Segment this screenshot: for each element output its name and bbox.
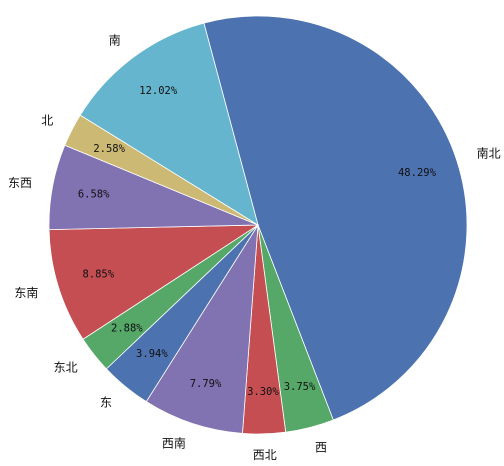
pie-pct-label-2: 3.30% [247,386,279,398]
pie-slice-6 [48,224,260,340]
pie-percentage-labels: 48.29% 3.75% 3.30% 7.79% 3.94% 2.88% 8.85% 6.58… [78,85,437,398]
pie-category-label-0: 南北 [477,146,501,161]
pie-category-label-5: 东北 [54,361,78,375]
pie-pct-label-8: 2.58% [93,143,125,155]
pie-pct-label-6: 8.85% [82,268,114,280]
pie-slice-9 [79,22,259,226]
pie-slices [48,15,468,435]
pie-pct-label-5: 2.88% [111,323,143,335]
pie-pct-label-4: 3.94% [136,348,168,360]
pie-slice-0 [203,15,468,421]
pie-pct-label-0: 48.29% [398,167,437,179]
pie-category-label-2: 西北 [253,448,277,462]
pie-slice-3 [145,224,259,434]
pie-category-label-6: 东南 [14,285,38,300]
pie-pct-label-3: 7.79% [190,378,222,390]
pie-category-label-8: 北 [41,113,53,127]
pie-category-label-9: 南 [109,33,121,48]
pie-pct-label-9: 12.02% [139,85,178,97]
pie-category-label-4: 东 [100,396,112,410]
pie-pct-label-7: 6.58% [78,188,110,200]
pie-category-label-3: 西南 [162,435,186,450]
pie-category-label-1: 西 [315,441,327,455]
pie-category-label-7: 东西 [8,176,32,190]
pie-pct-label-1: 3.75% [284,381,316,393]
